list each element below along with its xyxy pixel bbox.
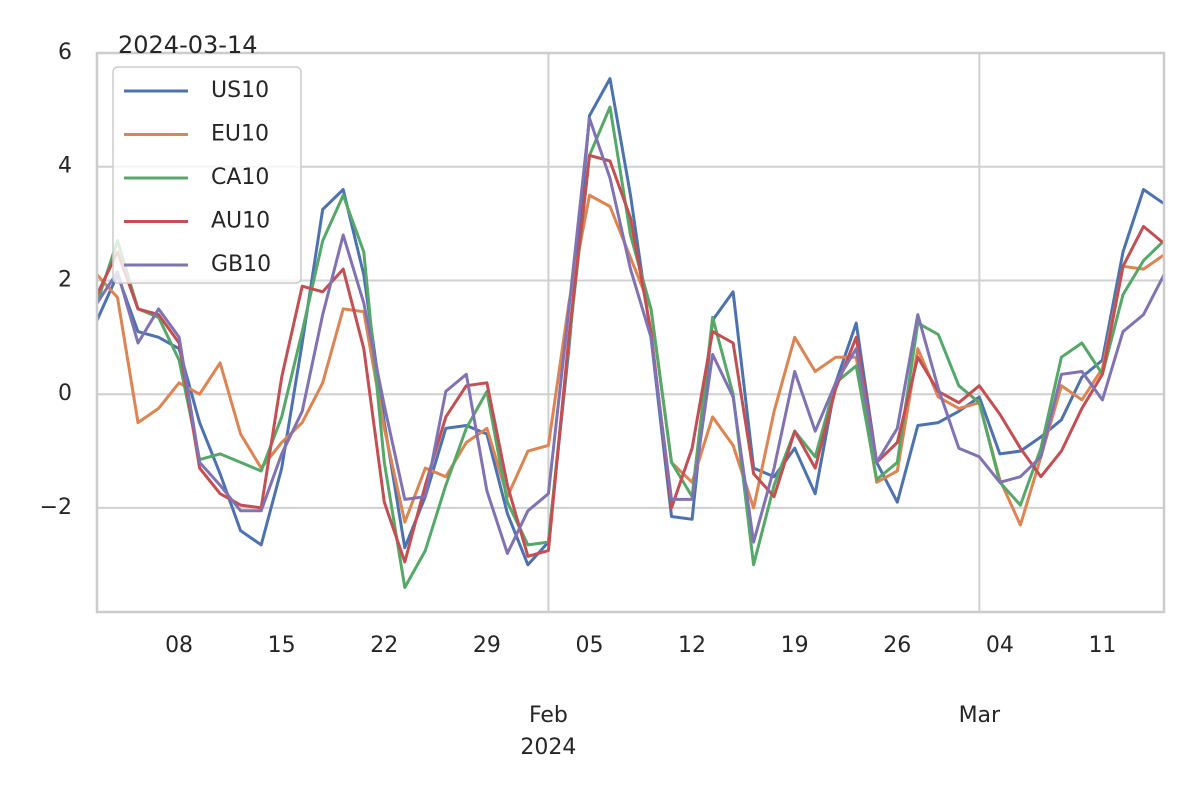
legend-label: US10	[211, 78, 269, 103]
legend-label: EU10	[211, 122, 269, 147]
legend-box	[112, 66, 302, 284]
y-tick-label: 4	[58, 154, 72, 179]
x-tick-label: 04	[986, 633, 1014, 658]
x-tick-label: 22	[370, 633, 398, 658]
x-major-tick-label: Feb	[529, 703, 568, 728]
series-line	[95, 116, 1166, 555]
x-tick-label: 05	[575, 633, 603, 658]
x-tick-label: 15	[268, 633, 296, 658]
x-tick-label: 26	[883, 633, 911, 658]
legend: US10 EU10 CA10 AU10 GB10	[112, 66, 302, 284]
y-tick-label: −2	[40, 495, 72, 520]
x-year-label: 2024	[520, 735, 576, 760]
series-line	[95, 105, 1166, 589]
x-tick-label: 08	[165, 633, 193, 658]
y-tick-label: 0	[58, 381, 72, 406]
series-line	[95, 153, 1165, 564]
legend-label: AU10	[211, 209, 270, 234]
legend-label: GB10	[211, 252, 271, 277]
x-tick-label: 12	[678, 633, 706, 658]
lines	[95, 77, 1166, 589]
legend-label: CA10	[211, 165, 269, 190]
y-tick-label: 6	[58, 40, 72, 65]
x-tick-label: 29	[473, 633, 501, 658]
series-line	[95, 77, 1165, 567]
labels: −2 0 2 4 6 08 15 22 29 05 12 19 26 04 11 Feb 2024 Mar	[40, 40, 1117, 760]
plot-frame	[95, 51, 1166, 614]
chart-title: 2024-03-14	[118, 31, 257, 59]
y-tick-label: 2	[58, 267, 72, 292]
x-major-tick-label: Mar	[959, 703, 1001, 728]
x-tick-label: 19	[781, 633, 809, 658]
x-tick-label: 11	[1088, 633, 1116, 658]
